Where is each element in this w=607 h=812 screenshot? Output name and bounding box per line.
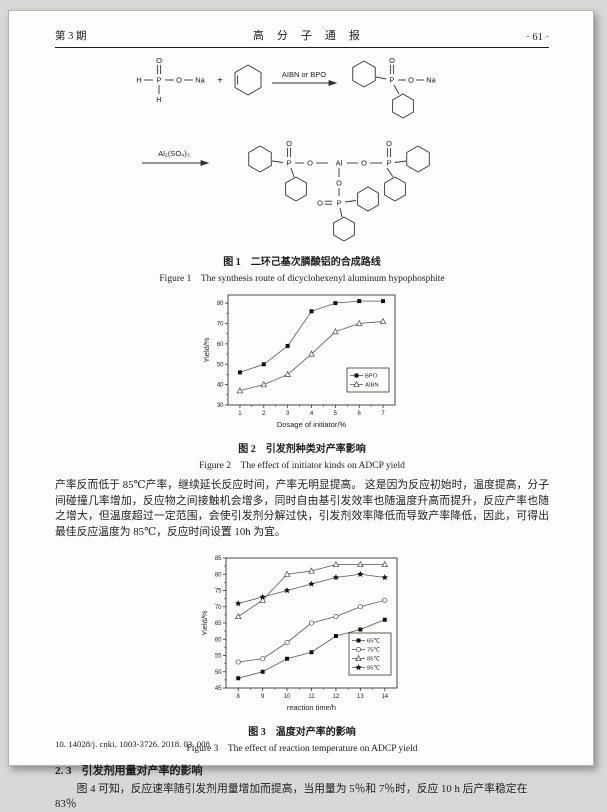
svg-text:60: 60 <box>217 342 224 348</box>
svg-text:1: 1 <box>238 411 242 417</box>
atom-label: O <box>317 199 323 208</box>
figure3-caption-cn: 图 3 温度对产率的影响 <box>248 727 356 739</box>
svg-text:45: 45 <box>215 686 222 692</box>
svg-text:70: 70 <box>217 322 224 328</box>
figure2-caption-cn: 图 2 引发剂种类对产率影响 <box>238 444 366 455</box>
svg-text:40: 40 <box>217 383 224 389</box>
atom-label: H <box>136 76 141 85</box>
svg-text:85℃: 85℃ <box>367 656 380 663</box>
svg-text:75: 75 <box>215 589 222 595</box>
atom-label: O <box>408 76 414 85</box>
doi-footnote: 10. 14028/j. cnki. 1003-3726. 2018. 03. … <box>55 739 210 749</box>
atom-label: O <box>336 179 342 188</box>
figure2-chart: 1 2 3 4 5 6 7 30 40 50 60 70 80 Dosage of initiator/%… <box>202 294 396 429</box>
reaction-scheme: H P O H O Na + AIBN or BPO P O O Na <box>55 54 549 250</box>
header-issue: 第 3 期 <box>55 31 87 42</box>
svg-text:50: 50 <box>217 362 224 368</box>
atom-label: Na <box>426 76 436 85</box>
svg-text:reaction time/h: reaction time/h <box>287 703 336 712</box>
svg-text:14: 14 <box>381 694 388 700</box>
atom-label: P <box>386 159 391 168</box>
atom-label: Na <box>195 76 205 85</box>
header-journal-title: 高分子通报 <box>252 30 373 42</box>
svg-text:60: 60 <box>215 637 222 643</box>
svg-text:AIBN: AIBN <box>365 383 379 389</box>
atom-label: O <box>307 159 313 168</box>
svg-text:11: 11 <box>308 694 315 700</box>
arrow2-reagent-label: Al₂(SO₄)₃ <box>158 149 190 158</box>
section-title: 引发剂用量对产率的影响 <box>81 765 203 778</box>
svg-text:3: 3 <box>286 411 290 417</box>
atom-label: P <box>286 159 291 168</box>
svg-text:30: 30 <box>217 403 224 409</box>
body-paragraph-2: 图 4 可知，反应速率随引发剂用量增加而提高，当用量为 5％和 7％时，反应 1… <box>55 783 528 811</box>
svg-text:8: 8 <box>237 694 241 700</box>
svg-text:13: 13 <box>357 694 364 700</box>
figure3-chart: 8 9 10 11 12 13 14 45 50 55 60 65 70 75 80 85 reaction t… <box>200 556 398 712</box>
page-header: 第 3 期 高分子通报 · 61 · <box>55 27 549 48</box>
svg-text:50: 50 <box>215 670 222 676</box>
svg-text:75℃: 75℃ <box>367 647 380 654</box>
svg-text:2: 2 <box>262 411 266 417</box>
reaction-scheme-step2: Al₂(SO₄)₃ P O O Al O P O O P O <box>142 139 430 242</box>
svg-text:10: 10 <box>284 694 291 700</box>
atom-label: P <box>336 199 341 208</box>
atom-label: Al <box>336 159 343 168</box>
svg-text:65℃: 65℃ <box>367 638 380 645</box>
figure2-caption-en: Figure 2 The effect of initiator kinds o… <box>199 461 405 471</box>
svg-text:Yield/%: Yield/% <box>200 610 209 635</box>
figure1-caption-en: Figure 1 The synthesis route of dicycloh… <box>159 274 445 284</box>
svg-text:Dosage of initiator/%: Dosage of initiator/% <box>277 420 347 429</box>
atom-label: P <box>156 76 161 85</box>
svg-text:85: 85 <box>215 556 222 562</box>
section-number: 2. 3 <box>55 765 72 778</box>
svg-text:70: 70 <box>215 605 222 611</box>
svg-text:12: 12 <box>333 694 340 700</box>
svg-text:BPO: BPO <box>365 374 378 380</box>
atom-label: H <box>156 95 161 104</box>
header-page-number: · 61 · <box>526 32 549 43</box>
atom-label: P <box>389 76 394 85</box>
svg-text:95℃: 95℃ <box>367 665 380 672</box>
svg-text:6: 6 <box>358 411 362 417</box>
atom-label: O <box>386 139 392 148</box>
atom-label: O <box>156 56 162 65</box>
svg-text:Yield/%: Yield/% <box>202 337 211 362</box>
figure3-caption-en: Figure 3 The effect of reaction temperat… <box>186 744 418 755</box>
svg-text:7: 7 <box>381 411 385 417</box>
svg-text:80: 80 <box>217 301 224 307</box>
atom-label: O <box>389 56 395 65</box>
body-paragraph-1: 产率反而低于 85℃产率，继续延长反应时间，产率无明显提高。 这是因为反应初始时… <box>55 479 549 538</box>
section-heading: 2. 3 引发剂用量对产率的影响 <box>55 762 549 778</box>
svg-text:65: 65 <box>215 621 222 627</box>
reaction-scheme-step1: H P O H O Na + AIBN or BPO P O O Na <box>136 56 437 119</box>
figure1-caption-cn: 图 1 二环己基次膦酸铝的合成路线 <box>223 257 381 268</box>
arrow1-reagent-label: AIBN or BPO <box>282 70 326 79</box>
atom-label: O <box>361 159 367 168</box>
atom-label: O <box>286 139 292 148</box>
atom-label: O <box>176 76 182 85</box>
svg-text:4: 4 <box>310 411 314 417</box>
plus-sign: + <box>217 76 223 87</box>
svg-text:9: 9 <box>261 694 265 700</box>
journal-page: 第 3 期 高分子通报 · 61 · <box>8 10 594 810</box>
svg-text:55: 55 <box>215 654 222 660</box>
svg-text:5: 5 <box>334 411 338 417</box>
svg-text:80: 80 <box>215 572 222 578</box>
